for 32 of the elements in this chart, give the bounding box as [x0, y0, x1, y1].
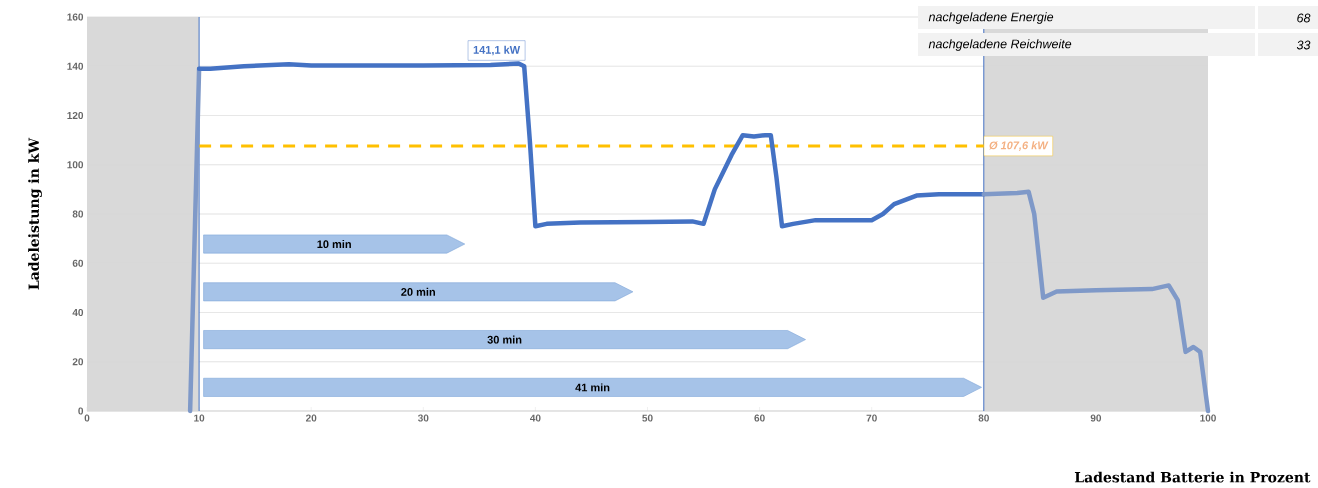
annotation: nachgeladene Energie — [928, 12, 1054, 24]
x-tick-label: 100 — [1200, 414, 1216, 422]
y-tick-label: 80 — [72, 210, 84, 218]
text: 68 — [1297, 13, 1311, 23]
y-tick-label: 140 — [67, 62, 84, 70]
x-tick-label: 30 — [417, 414, 429, 422]
x-tick-label: 70 — [866, 414, 877, 422]
y-tick-label: 0 — [78, 407, 84, 415]
band-label: 41 min — [575, 383, 610, 392]
x-tick-label: 90 — [1090, 414, 1102, 422]
x-tick-label: 0 — [84, 414, 90, 422]
x-tick-label: 10 — [194, 414, 205, 422]
y-tick-label: 60 — [72, 259, 84, 267]
y-axis-title: Ladeleistung in kW — [28, 137, 42, 290]
text: 33 — [1296, 40, 1311, 50]
annotation: 141,1 kW — [473, 45, 521, 56]
y-tick-label: 120 — [67, 111, 84, 120]
x-tick-label: 50 — [642, 414, 653, 422]
band-label: 10 min — [317, 240, 351, 249]
x-tick-label: 80 — [978, 414, 989, 422]
y-tick-label: 100 — [67, 161, 84, 169]
annotation: nachgeladene Reichweite — [928, 39, 1072, 51]
x-tick-label: 20 — [305, 414, 317, 422]
ref-line-label: Ø 107,6 kW — [989, 141, 1049, 151]
x-tick-label: 40 — [530, 414, 541, 422]
y-tick-label: 160 — [67, 13, 84, 21]
x-tick-label: 60 — [754, 414, 765, 422]
y-tick-label: 40 — [72, 308, 84, 317]
band-label: 30 min — [487, 335, 522, 344]
band-label: 20 min — [401, 287, 435, 296]
x-axis-title: Ladestand Batterie in Prozent — [1074, 471, 1311, 483]
y-tick-label: 20 — [72, 358, 84, 366]
